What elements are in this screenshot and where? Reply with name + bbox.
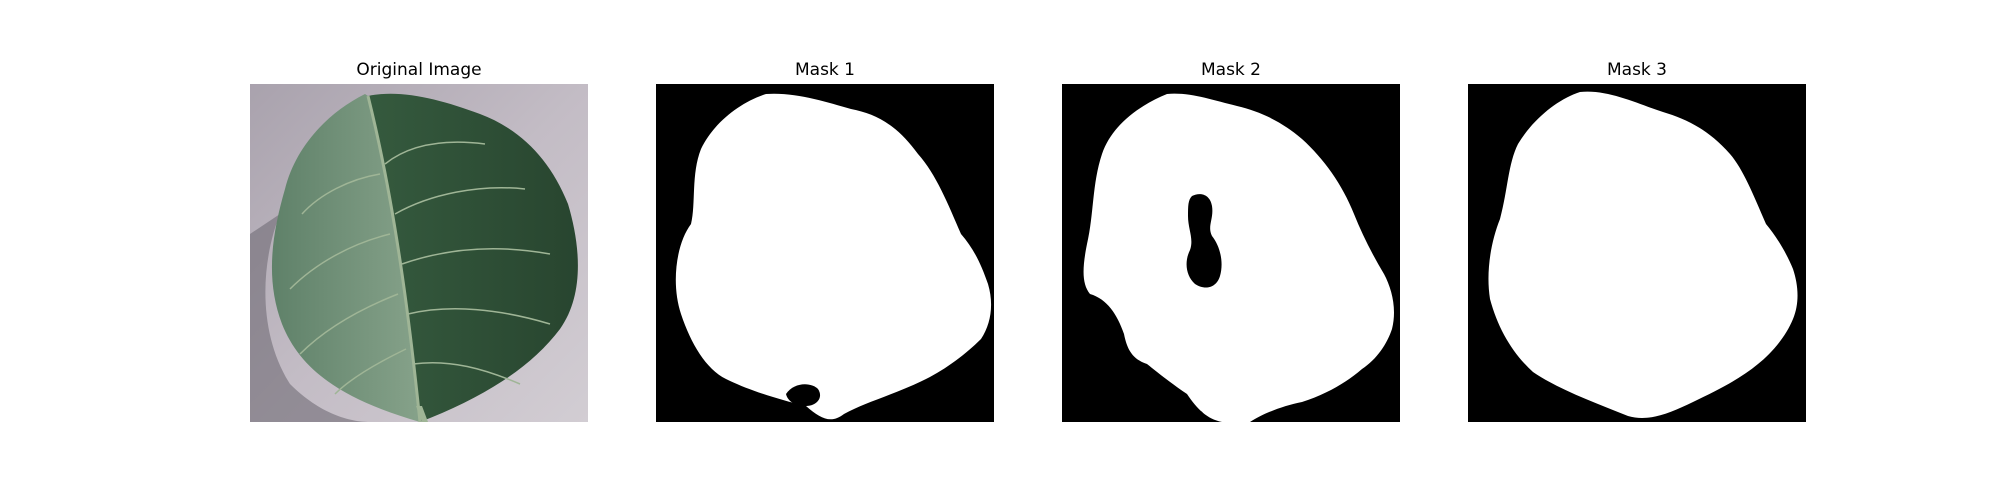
panel-title: Mask 3 <box>1606 60 1667 80</box>
mask-region <box>675 93 992 420</box>
mask-notch <box>786 384 821 406</box>
leaf-stem <box>416 406 428 422</box>
mask-image <box>656 84 994 422</box>
panel-mask-2: Mask 2 <box>1062 56 1400 422</box>
panel-mask-3: Mask 3 <box>1468 56 1806 422</box>
panel-original-image: Original Image <box>250 56 588 422</box>
panel-title: Mask 2 <box>1200 60 1261 80</box>
mask-region <box>1083 93 1395 422</box>
leaf-veins <box>289 95 551 422</box>
mask-image <box>1062 84 1400 422</box>
mask-hole <box>1186 194 1222 288</box>
mask-image <box>1468 84 1806 422</box>
mask-noise <box>1093 310 1203 417</box>
leaf-left-half <box>271 94 420 422</box>
leaf-right-half <box>368 93 578 422</box>
leaf-shadow <box>250 214 370 422</box>
panel-mask-1: Mask 1 <box>656 56 994 422</box>
leaf-photo <box>250 84 588 422</box>
panel-title: Original Image <box>356 60 482 80</box>
mask-region <box>1488 91 1798 419</box>
panel-title: Mask 1 <box>794 60 855 80</box>
